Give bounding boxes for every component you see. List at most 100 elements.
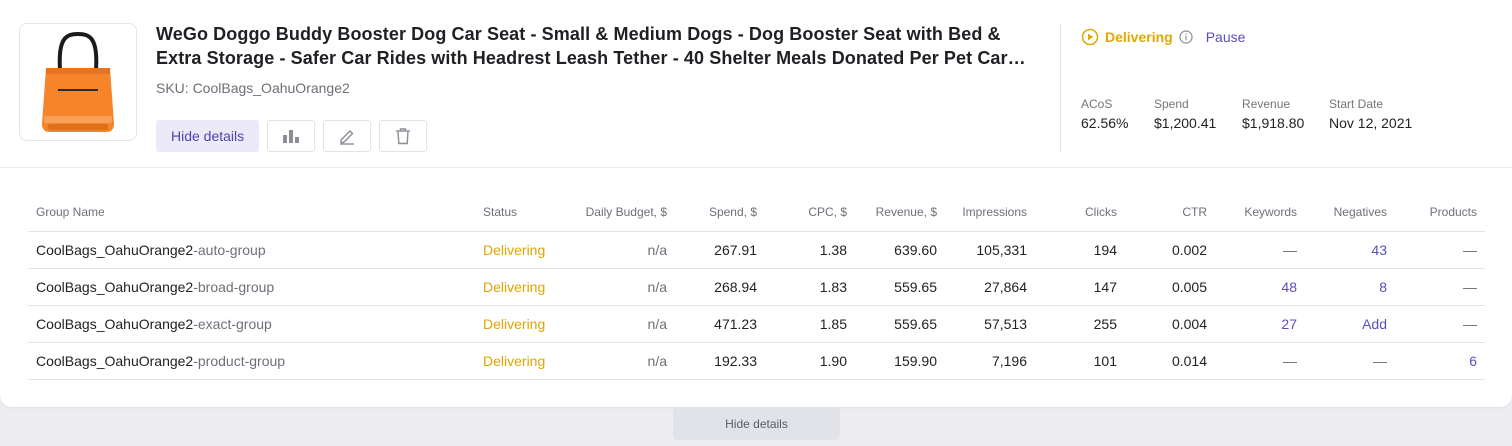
spend-cell: 268.94: [675, 268, 765, 306]
clicks-cell: 147: [1035, 268, 1125, 306]
metric-label: Spend: [1154, 97, 1189, 111]
cpc-cell: 1.90: [765, 342, 855, 380]
keywords-cell: —: [1215, 342, 1305, 380]
table-row: CoolBags_OahuOrange2-product-group Deliv…: [28, 342, 1485, 380]
col-header-daily-budget[interactable]: Daily Budget, $: [560, 194, 675, 232]
status-label: Delivering: [1105, 29, 1173, 45]
status-cell: Delivering: [475, 305, 560, 343]
group-name-cell[interactable]: CoolBags_OahuOrange2-product-group: [28, 342, 475, 380]
table-row: CoolBags_OahuOrange2-auto-group Deliveri…: [28, 231, 1485, 269]
product-title: WeGo Doggo Buddy Booster Dog Car Seat - …: [156, 22, 1051, 70]
play-circle-icon: [1081, 28, 1099, 46]
analytics-button[interactable]: [267, 120, 316, 152]
product-image: [19, 23, 137, 141]
daily-budget-cell: n/a: [560, 268, 675, 306]
ctr-cell: 0.004: [1125, 305, 1215, 343]
bar-chart-icon: [283, 130, 300, 143]
group-name-cell[interactable]: CoolBags_OahuOrange2-broad-group: [28, 268, 475, 306]
group-name-prefix: CoolBags_OahuOrange2: [36, 315, 194, 332]
group-name-suffix: -product-group: [193, 352, 286, 369]
spend-cell: 267.91: [675, 231, 765, 269]
group-name-cell[interactable]: CoolBags_OahuOrange2-exact-group: [28, 305, 475, 343]
metric-start-date: Start Date Nov 12, 2021: [1329, 97, 1412, 131]
product-title-line-1: WeGo Doggo Buddy Booster Dog Car Seat - …: [156, 24, 1001, 44]
status-cell: Delivering: [475, 231, 560, 269]
add-negatives-link[interactable]: Add: [1305, 305, 1395, 343]
negatives-link[interactable]: 43: [1305, 231, 1395, 269]
metric-value: 62.56%: [1081, 115, 1129, 131]
col-header-group-name[interactable]: Group Name: [28, 194, 475, 232]
delete-button[interactable]: [379, 120, 428, 152]
info-icon[interactable]: [1179, 30, 1193, 44]
negatives-link[interactable]: 8: [1305, 268, 1395, 306]
group-name-suffix: -auto-group: [193, 241, 266, 258]
daily-budget-cell: n/a: [560, 342, 675, 380]
col-header-revenue[interactable]: Revenue, $: [855, 194, 945, 232]
col-header-spend[interactable]: Spend, $: [675, 194, 765, 232]
col-header-keywords[interactable]: Keywords: [1215, 194, 1305, 232]
col-header-cpc[interactable]: CPC, $: [765, 194, 855, 232]
metric-label: Start Date: [1329, 97, 1384, 111]
trash-icon: [396, 128, 411, 145]
hide-details-button[interactable]: Hide details: [156, 120, 260, 152]
products-cell: —: [1395, 231, 1485, 269]
revenue-cell: 559.65: [855, 268, 945, 306]
impressions-cell: 105,331: [945, 231, 1035, 269]
products-link[interactable]: 6: [1395, 342, 1485, 380]
impressions-cell: 7,196: [945, 342, 1035, 380]
product-sku: SKU: CoolBags_OahuOrange2: [156, 80, 350, 96]
table-row: CoolBags_OahuOrange2-broad-group Deliver…: [28, 268, 1485, 306]
metric-value: $1,200.41: [1154, 115, 1217, 131]
metric-value: Nov 12, 2021: [1329, 115, 1413, 131]
col-header-ctr[interactable]: CTR: [1125, 194, 1215, 232]
group-name-prefix: CoolBags_OahuOrange2: [36, 352, 194, 369]
group-name-prefix: CoolBags_OahuOrange2: [36, 241, 194, 258]
orange-tote-bag-icon: [42, 31, 114, 132]
col-header-products[interactable]: Products: [1395, 194, 1485, 232]
col-header-impressions[interactable]: Impressions: [945, 194, 1035, 232]
spend-cell: 192.33: [675, 342, 765, 380]
group-name-prefix: CoolBags_OahuOrange2: [36, 278, 194, 295]
metric-label: Revenue: [1242, 97, 1291, 111]
revenue-cell: 559.65: [855, 305, 945, 343]
negatives-cell: —: [1305, 342, 1395, 380]
group-name-suffix: -exact-group: [193, 315, 272, 332]
metric-spend: Spend $1,200.41: [1154, 97, 1216, 131]
spend-cell: 471.23: [675, 305, 765, 343]
cpc-cell: 1.85: [765, 305, 855, 343]
metric-acos: ACoS 62.56%: [1081, 97, 1128, 131]
products-cell: —: [1395, 305, 1485, 343]
ctr-cell: 0.005: [1125, 268, 1215, 306]
table-header-row: Group Name Status Daily Budget, $ Spend,…: [28, 194, 1485, 232]
status-cell: Delivering: [475, 268, 560, 306]
cpc-cell: 1.38: [765, 231, 855, 269]
ctr-cell: 0.002: [1125, 231, 1215, 269]
product-title-line-2: Extra Storage - Safer Car Rides with Hea…: [156, 48, 1026, 68]
col-header-negatives[interactable]: Negatives: [1305, 194, 1395, 232]
pause-link[interactable]: Pause: [1205, 29, 1246, 45]
group-name-cell[interactable]: CoolBags_OahuOrange2-auto-group: [28, 231, 475, 269]
metric-value: $1,918.80: [1242, 115, 1305, 131]
col-header-status[interactable]: Status: [475, 194, 560, 232]
edit-pencil-icon: [340, 130, 355, 145]
footer-hide-details-button[interactable]: Hide details: [673, 407, 840, 440]
campaign-card: WeGo Doggo Buddy Booster Dog Car Seat - …: [0, 0, 1512, 407]
keywords-link[interactable]: 27: [1215, 305, 1305, 343]
clicks-cell: 101: [1035, 342, 1125, 380]
keywords-link[interactable]: 48: [1215, 268, 1305, 306]
action-toolbar: Hide details: [156, 120, 428, 152]
impressions-cell: 57,513: [945, 305, 1035, 343]
status-cell: Delivering: [475, 342, 560, 380]
revenue-cell: 159.90: [855, 342, 945, 380]
daily-budget-cell: n/a: [560, 231, 675, 269]
ad-groups-table: Group Name Status Daily Budget, $ Spend,…: [28, 194, 1485, 380]
clicks-cell: 194: [1035, 231, 1125, 269]
metric-revenue: Revenue $1,918.80: [1242, 97, 1304, 131]
col-header-clicks[interactable]: Clicks: [1035, 194, 1125, 232]
ctr-cell: 0.014: [1125, 342, 1215, 380]
group-name-suffix: -broad-group: [193, 278, 275, 295]
clicks-cell: 255: [1035, 305, 1125, 343]
cpc-cell: 1.83: [765, 268, 855, 306]
edit-button[interactable]: [323, 120, 372, 152]
table-row: CoolBags_OahuOrange2-exact-group Deliver…: [28, 305, 1485, 343]
